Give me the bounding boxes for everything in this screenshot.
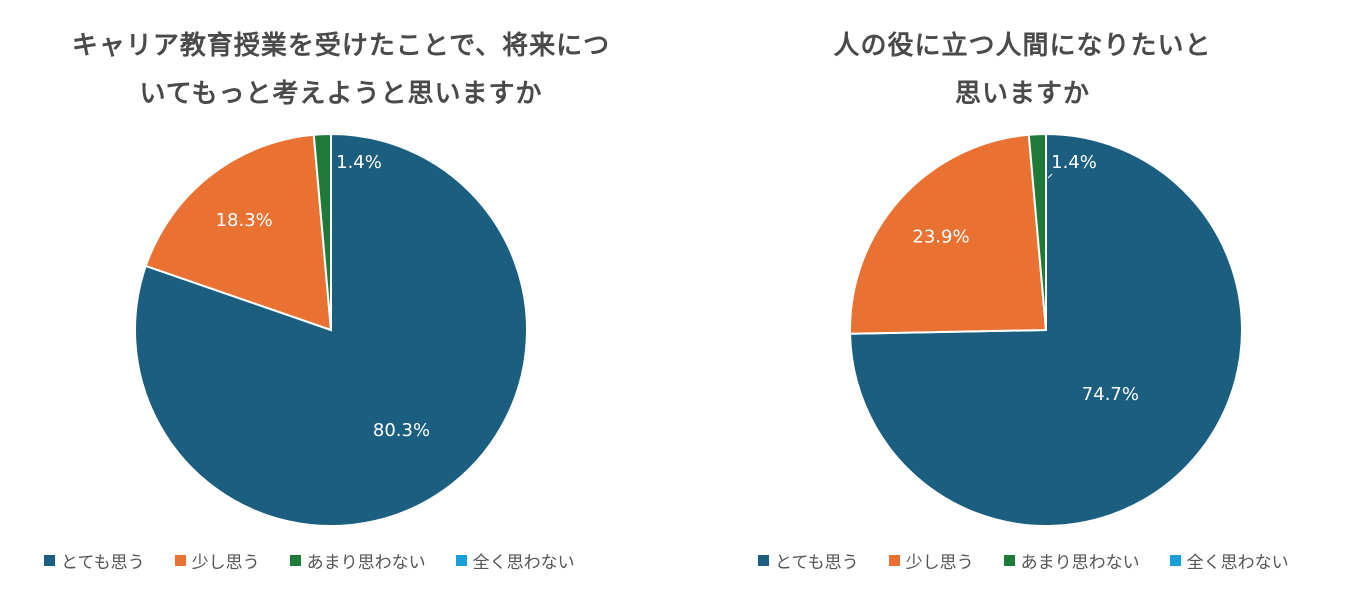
slice-label-very: 80.3% bbox=[373, 420, 430, 441]
legend-label: 少し思う bbox=[191, 553, 260, 573]
slice-label-notmuch: 1.4% bbox=[1051, 152, 1097, 173]
leader-line bbox=[1047, 173, 1053, 179]
chart-title-line-2: 思いますか bbox=[954, 79, 1090, 109]
legend: とても思う 少し思う あまり思わない 全く思わない bbox=[0, 548, 726, 573]
pie-plot: 80.3% 18.3% 1.4% bbox=[134, 132, 528, 527]
legend-item-somewhat: 少し思う bbox=[174, 548, 260, 573]
legend-swatch bbox=[1003, 555, 1015, 566]
slice-label-notmuch: 1.4% bbox=[336, 152, 382, 173]
legend-swatch bbox=[174, 555, 186, 566]
chart-title: 人の役に立つ人間になりたいと 思いますか bbox=[682, 22, 1363, 118]
pie-plot: 74.7% 23.9% 1.4% bbox=[849, 132, 1243, 527]
chart-title-line-1: 人の役に立つ人間になりたいと bbox=[833, 31, 1212, 61]
slice-label-somewhat: 23.9% bbox=[912, 227, 969, 248]
legend-item-notmuch: あまり思わない bbox=[1003, 548, 1140, 573]
legend-swatch bbox=[44, 555, 55, 566]
legend-label: あまり思わない bbox=[1020, 553, 1140, 573]
legend-label: あまり思わない bbox=[306, 553, 426, 573]
chart-title: キャリア教育授業を受けたことで、将来につ いてもっと考えようと思いますか bbox=[0, 22, 682, 118]
pie-slice-somewhat bbox=[849, 133, 1048, 335]
pie-chart-career: キャリア教育授業を受けたことで、将来につ いてもっと考えようと思いますか 80.… bbox=[0, 22, 682, 573]
legend-item-notmuch: あまり思わない bbox=[289, 548, 426, 573]
pie-chart-helpful: 人の役に立つ人間になりたいと 思いますか 74.7% 23.9% 1.4% とても思… bbox=[682, 0, 1363, 597]
legend-swatch bbox=[1169, 555, 1181, 566]
legend-item-very: とても思う bbox=[758, 548, 859, 573]
legend-label: 少し思う bbox=[905, 553, 974, 573]
legend-swatch bbox=[888, 555, 900, 566]
chart-title-line-2: いてもっと考えようと思いますか bbox=[139, 79, 543, 109]
legend-item-very: とても思う bbox=[44, 548, 145, 573]
legend-label: 全く思わない bbox=[1186, 553, 1289, 573]
legend: とても思う 少し思う あまり思わない 全く思わない bbox=[682, 548, 1363, 573]
legend-swatch bbox=[758, 555, 769, 566]
pie-slice-notmuch bbox=[312, 132, 332, 331]
slice-label-somewhat: 18.3% bbox=[216, 210, 273, 231]
legend-label: 全く思わない bbox=[472, 553, 575, 573]
legend-swatch bbox=[455, 555, 467, 566]
slice-label-very: 74.7% bbox=[1082, 384, 1139, 405]
legend-label: とても思う bbox=[775, 553, 859, 573]
legend-item-somewhat: 少し思う bbox=[888, 548, 974, 573]
legend-item-notatall: 全く思わない bbox=[455, 548, 575, 573]
chart-title-line-1: キャリア教育授業を受けたことで、将来につ bbox=[71, 31, 611, 61]
pie-slice-somewhat bbox=[144, 133, 333, 332]
legend-label: とても思う bbox=[61, 553, 145, 573]
pie-slice-notmuch bbox=[1027, 132, 1047, 331]
legend-item-notatall: 全く思わない bbox=[1169, 548, 1289, 573]
legend-swatch bbox=[289, 555, 301, 566]
pie-slice-very bbox=[849, 132, 1243, 527]
